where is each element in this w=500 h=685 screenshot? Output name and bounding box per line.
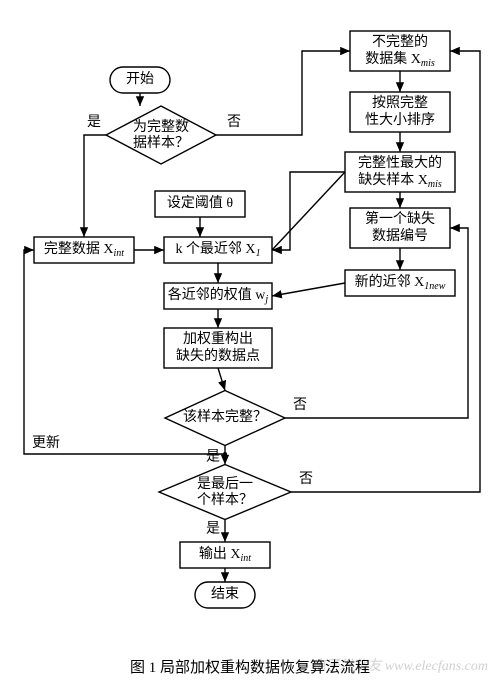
svg-text:数据编号: 数据编号 xyxy=(372,228,428,244)
svg-text:开始: 开始 xyxy=(126,71,154,87)
svg-text:是: 是 xyxy=(206,522,220,537)
svg-text:该样本完整？: 该样本完整？ xyxy=(183,409,267,425)
svg-text:不完整的: 不完整的 xyxy=(372,34,428,50)
svg-text:缺失的数据点: 缺失的数据点 xyxy=(176,348,260,364)
svg-text:是最后一: 是最后一 xyxy=(197,476,253,492)
svg-text:加权重构出: 加权重构出 xyxy=(183,331,253,347)
svg-text:否: 否 xyxy=(227,115,241,130)
svg-text:性大小排序: 性大小排序 xyxy=(365,112,435,128)
figure-caption: 图 1 局部加权重构数据恢复算法流程 xyxy=(0,656,500,677)
svg-text:是: 是 xyxy=(87,115,101,130)
svg-text:更新: 更新 xyxy=(32,435,60,451)
svg-text:设定阈值 θ: 设定阈值 θ xyxy=(167,195,233,211)
svg-text:完整性最大的: 完整性最大的 xyxy=(358,155,442,171)
svg-text:否: 否 xyxy=(299,472,313,487)
svg-text:为完整数: 为完整数 xyxy=(133,119,189,135)
svg-text:是: 是 xyxy=(206,450,220,465)
svg-text:否: 否 xyxy=(293,398,307,413)
svg-text:k 个最近邻 X1: k 个最近邻 X1 xyxy=(175,241,260,259)
svg-text:第一个缺失: 第一个缺失 xyxy=(365,210,435,227)
svg-text:按照完整: 按照完整 xyxy=(372,95,428,111)
svg-text:完整数据 Xint: 完整数据 Xint xyxy=(44,241,124,259)
svg-text:个样本？: 个样本？ xyxy=(197,492,253,508)
svg-text:结束: 结束 xyxy=(211,586,239,602)
svg-text:据样本？: 据样本？ xyxy=(133,135,189,151)
svg-text:各近邻的权值 wj: 各近邻的权值 wj xyxy=(168,287,269,305)
